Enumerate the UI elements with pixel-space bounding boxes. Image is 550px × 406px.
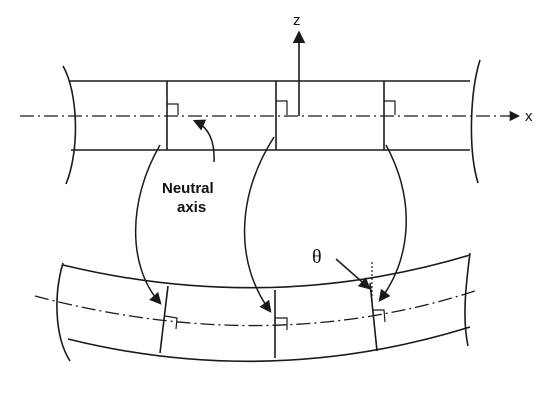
- left-break-line: [62, 65, 77, 185]
- z-axis-label: z: [293, 12, 301, 29]
- neutral-axis-pointer: [192, 119, 215, 163]
- right-angle-mark-3: [384, 100, 396, 115]
- arrow-section-1: [134, 144, 162, 305]
- bent-right-angle-mark-1: [164, 315, 178, 330]
- theta-pointer: [335, 258, 371, 290]
- neutral-axis-label-line1: Neutral: [162, 180, 214, 197]
- theta-label: θ: [312, 246, 322, 268]
- bent-neutral-axis: [34, 289, 479, 327]
- neutral-axis-label-line2: axis: [177, 199, 206, 216]
- arrow-section-2: [243, 136, 275, 313]
- bent-left-break-line: [56, 262, 71, 362]
- right-angle-mark-1: [167, 103, 179, 115]
- straight-beam: [62, 59, 481, 185]
- bent-top-edge: [62, 254, 471, 289]
- right-break-line: [470, 59, 481, 184]
- bent-section-line-1: [159, 285, 169, 354]
- bent-beam: [34, 252, 479, 363]
- right-angle-mark-2: [276, 100, 288, 115]
- mapping-arrows: [134, 119, 407, 313]
- bent-right-angle-mark-3: [373, 309, 386, 323]
- bent-right-break-line: [464, 252, 471, 347]
- arrow-section-3: [378, 144, 407, 302]
- bent-bottom-edge: [67, 326, 471, 363]
- bent-section-line-3: [369, 282, 378, 352]
- bent-right-angle-mark-2: [275, 317, 288, 330]
- x-axis-label: x: [525, 108, 533, 125]
